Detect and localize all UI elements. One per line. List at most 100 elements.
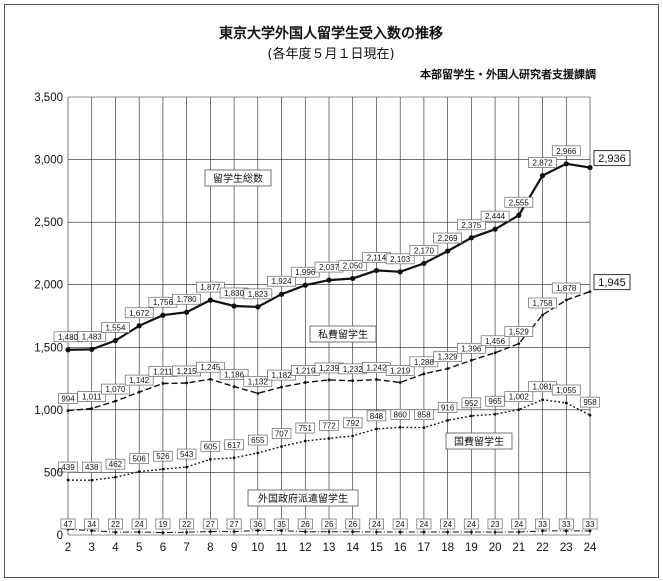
data-label: 1,396 — [461, 344, 482, 353]
data-label: 462 — [109, 460, 123, 469]
end-label-box — [593, 150, 631, 167]
y-tick-label: 2,500 — [34, 217, 63, 229]
data-point — [422, 426, 426, 430]
data-label-box — [369, 518, 384, 530]
data-label: 33 — [562, 520, 571, 529]
data-label: 1,211 — [153, 367, 173, 376]
data-point — [231, 303, 237, 309]
data-point — [375, 427, 378, 431]
data-label-box — [58, 461, 78, 473]
data-label-box — [200, 440, 221, 452]
data-label-box — [319, 420, 339, 431]
x-tick-label: 17 — [418, 542, 431, 554]
end-label: 2,936 — [598, 153, 626, 165]
data-label-box — [84, 518, 100, 530]
data-label-box — [131, 518, 147, 530]
series-name-box — [204, 169, 272, 187]
x-tick-label: 13 — [323, 542, 336, 554]
data-label: 1,242 — [366, 364, 387, 373]
data-label: 2,375 — [461, 221, 482, 230]
data-point — [65, 347, 71, 353]
y-tick-label: 1,500 — [34, 342, 63, 354]
y-tick-label: 3,500 — [34, 92, 63, 104]
data-point — [89, 346, 95, 353]
x-tick-label: 5 — [136, 542, 142, 554]
data-point — [208, 377, 212, 381]
data-label-box — [392, 518, 408, 530]
data-point — [184, 309, 190, 315]
data-label: 26 — [348, 520, 357, 529]
x-tick-label: 10 — [251, 542, 264, 554]
data-label: 1,219 — [390, 366, 411, 375]
data-label: 24 — [467, 520, 476, 529]
data-label: 439 — [61, 463, 75, 472]
series-line — [67, 290, 591, 412]
data-label: 1,070 — [105, 385, 126, 394]
y-tick-label: 500 — [44, 467, 63, 479]
data-label-box — [414, 409, 434, 420]
data-label: 2,444 — [485, 212, 506, 221]
data-label: 1,182 — [272, 371, 293, 380]
data-label-box — [551, 282, 581, 294]
data-label-box — [433, 232, 462, 244]
data-label-box — [172, 293, 201, 305]
data-label: 1,554 — [105, 324, 126, 333]
data-label: 1,456 — [485, 337, 506, 346]
data-label-box — [77, 331, 107, 342]
data-label: 2,872 — [533, 159, 554, 168]
data-label: 605 — [204, 442, 218, 451]
data-point — [208, 530, 212, 534]
data-label: 1,672 — [129, 309, 150, 318]
data-point — [207, 297, 213, 303]
data-point — [137, 470, 141, 474]
data-label-box — [528, 157, 557, 168]
x-tick-label: 21 — [512, 542, 525, 554]
data-label: 1,245 — [200, 363, 221, 372]
data-point — [493, 351, 497, 355]
data-point — [256, 529, 260, 532]
data-label-box — [224, 439, 244, 451]
data-point — [303, 381, 307, 384]
x-tick-label: 7 — [183, 542, 189, 554]
series-name-box — [247, 489, 359, 507]
data-point — [493, 412, 497, 416]
data-point — [232, 530, 236, 534]
data-label: 506 — [133, 455, 147, 464]
data-point — [422, 372, 426, 376]
series-name-label: 国費留学生 — [454, 435, 504, 448]
x-tick-label: 16 — [394, 542, 407, 554]
data-label: 35 — [277, 520, 286, 529]
data-label: 1,142 — [129, 376, 150, 385]
data-label: 2,269 — [438, 234, 459, 243]
data-point — [185, 381, 189, 385]
data-label: 916 — [441, 403, 455, 412]
data-label-box — [243, 288, 273, 300]
data-point — [397, 269, 403, 275]
data-label-box — [176, 448, 197, 460]
data-label: 1,758 — [533, 299, 554, 308]
data-point — [373, 267, 380, 274]
data-point — [112, 337, 119, 344]
data-point — [445, 248, 451, 254]
y-tick-label: 2,000 — [34, 280, 63, 292]
data-label: 1,483 — [82, 332, 103, 341]
data-point — [492, 226, 498, 232]
data-point — [421, 260, 427, 267]
data-label-box — [480, 210, 510, 222]
data-label-box — [551, 145, 581, 157]
data-label: 1,002 — [509, 393, 530, 402]
data-label-box — [179, 518, 195, 530]
data-label-box — [440, 518, 456, 530]
data-label-box — [487, 518, 503, 530]
chart-subtitle: (各年度５月１日現在) — [267, 46, 394, 62]
x-tick-label: 14 — [346, 542, 359, 554]
data-point — [468, 235, 474, 241]
data-label: 24 — [372, 520, 381, 529]
data-label: 24 — [135, 520, 144, 529]
data-point — [232, 385, 236, 388]
data-point — [564, 529, 568, 533]
data-label-box — [582, 518, 598, 530]
data-label: 1,996 — [295, 268, 316, 277]
data-label: 1,780 — [177, 295, 198, 304]
